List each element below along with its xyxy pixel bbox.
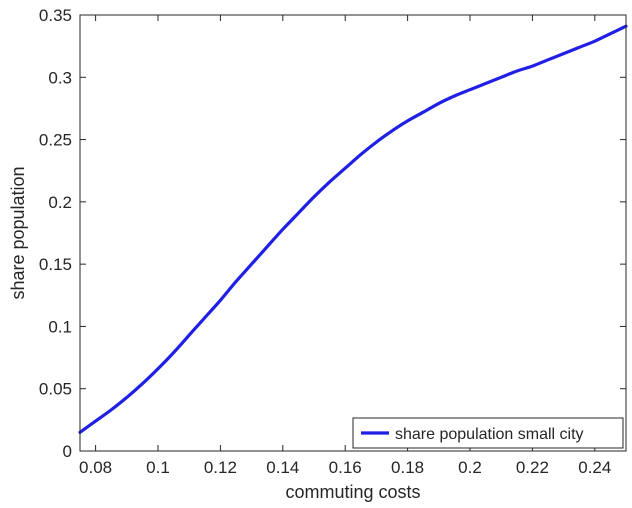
- plot-frame: [79, 14, 627, 452]
- x-tick-label: 0.12: [204, 458, 237, 477]
- legend-entry: share population small city: [395, 426, 584, 443]
- y-tick-label: 0.35: [39, 6, 72, 25]
- legend: share population small city: [352, 417, 624, 449]
- legend-box: [352, 417, 624, 449]
- y-tick-label: 0.15: [39, 255, 72, 274]
- x-tick-label: 0.2: [458, 458, 482, 477]
- y-tick-label: 0.05: [39, 380, 72, 399]
- x-tick-label: 0.16: [329, 458, 362, 477]
- plot-area: [80, 15, 626, 451]
- y-axis-label: share population: [8, 166, 28, 299]
- x-axis-label: commuting costs: [285, 482, 420, 502]
- x-tick-label: 0.22: [516, 458, 549, 477]
- x-tick-label: 0.24: [578, 458, 611, 477]
- series-line: [78, 24, 628, 434]
- y-tick-label: 0.25: [39, 131, 72, 150]
- y-axis-ticks: 0 0.05 0.1 0.15 0.2 0.25 0.3 0.35: [39, 6, 626, 461]
- x-tick-label: 0.08: [79, 458, 112, 477]
- x-tick-label: 0.18: [391, 458, 424, 477]
- x-tick-label: 0.14: [266, 458, 299, 477]
- y-tick-label: 0: [63, 442, 72, 461]
- x-tick-label: 0.1: [146, 458, 170, 477]
- y-tick-label: 0.1: [48, 317, 72, 336]
- y-tick-label: 0.2: [48, 193, 72, 212]
- y-tick-label: 0.3: [48, 68, 72, 87]
